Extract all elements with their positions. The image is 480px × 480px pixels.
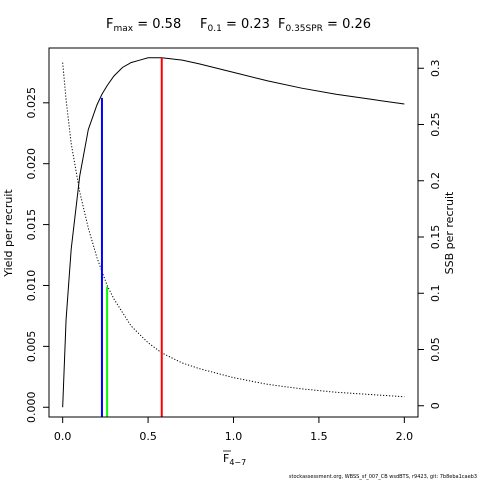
footer-text: stockassessment.org, WBSS_sf_007_CB wsdB… (289, 474, 477, 480)
y-right-tick-label: 0.2 (429, 172, 442, 190)
x-tick-label: 0.0 (54, 430, 72, 443)
y-right-tick-label: 0.3 (429, 60, 442, 78)
y-right-tick-label: 0.25 (429, 112, 442, 137)
series-layer (62, 57, 405, 408)
y-right-tick-label: 0.15 (429, 225, 442, 250)
y-left-tick-label: 0.025 (25, 87, 38, 119)
y-left-tick-label: 0.020 (25, 148, 38, 180)
title-f035spr: F0.35SPR = 0.26 (278, 17, 371, 34)
title-f01: F0.1 = 0.23 (200, 17, 270, 34)
y-right-tick-label: 0.1 (429, 285, 442, 303)
yield-per-recruit-line (62, 57, 405, 408)
y-left-tick-label: 0.000 (25, 392, 38, 424)
plot-frame (48, 47, 419, 418)
x-axis: 0.0 0.5 1.0 1.5 2.0 (54, 416, 414, 443)
x-axis-label: F4−7 (223, 452, 246, 467)
x-tick-label: 1.5 (310, 430, 328, 443)
x-tick-label: 0.5 (139, 430, 157, 443)
y-axis-right: 0 0.05 0.1 0.15 0.2 0.25 0.3 (418, 60, 442, 409)
y-axis-left-label: Yield per recruit (2, 189, 15, 278)
ssb-per-recruit-line (62, 62, 405, 398)
y-left-tick-label: 0.015 (25, 209, 38, 241)
y-axis-right-label: SSB per recruit (443, 191, 456, 274)
y-axis-left: 0.000 0.005 0.010 0.015 0.020 0.025 (25, 87, 49, 423)
y-left-tick-label: 0.010 (25, 270, 38, 302)
y-right-tick-label: 0 (429, 402, 442, 409)
title-fmax: Fmax = 0.58 (106, 17, 181, 34)
x-tick-label: 1.0 (225, 430, 243, 443)
x-tick-label: 2.0 (396, 430, 414, 443)
chart-title: Fmax = 0.58 F0.1 = 0.23 F0.35SPR = 0.26 (106, 17, 371, 34)
y-left-tick-label: 0.005 (25, 331, 38, 363)
y-right-tick-label: 0.05 (429, 337, 442, 362)
reference-lines (100, 57, 163, 417)
